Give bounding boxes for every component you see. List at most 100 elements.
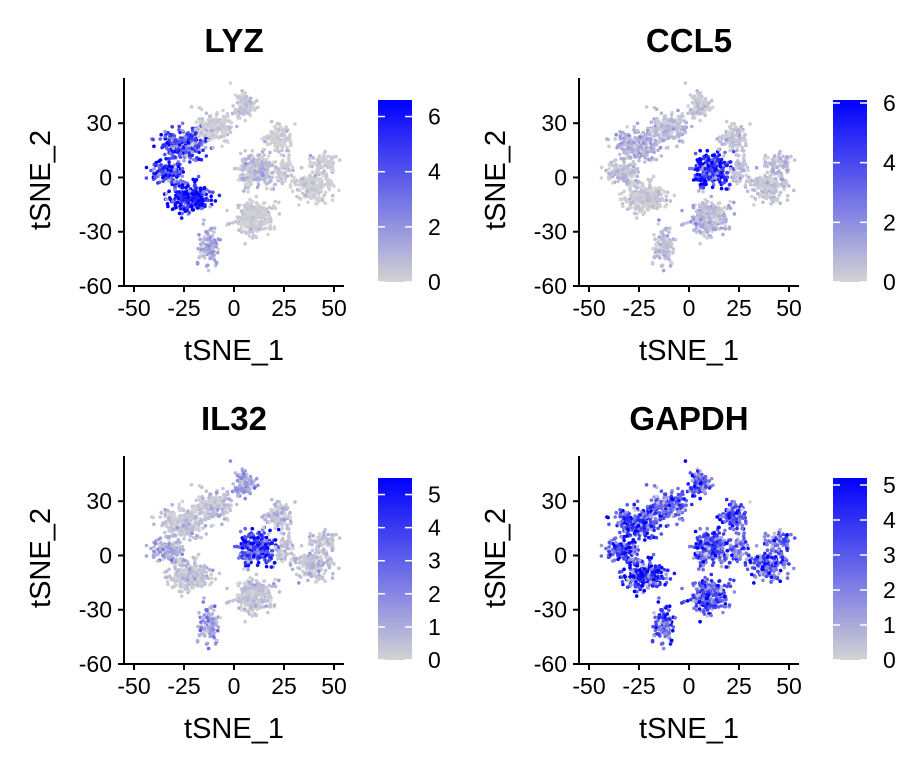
- cell-point: [613, 137, 617, 141]
- cell-point: [152, 523, 156, 527]
- cell-point: [196, 195, 200, 199]
- cell-point: [270, 120, 274, 124]
- x-tick-label: 25: [271, 295, 297, 321]
- y-tick-label: 30: [86, 110, 112, 136]
- cell-point: [238, 107, 242, 111]
- cell-point: [630, 145, 634, 149]
- cell-point: [255, 161, 259, 165]
- cell-point: [337, 189, 341, 193]
- cell-point: [189, 134, 193, 138]
- cell-point: [705, 161, 709, 165]
- cell-point: [212, 230, 216, 234]
- cell-point: [699, 179, 703, 183]
- cell-point: [664, 126, 668, 130]
- cell-point: [162, 166, 166, 170]
- cell-point: [704, 107, 708, 111]
- cell-point: [167, 516, 171, 520]
- cell-point: [156, 559, 160, 563]
- cell-point: [695, 111, 699, 115]
- cell-point: [260, 515, 264, 519]
- cell-point: [196, 247, 200, 251]
- cell-point: [614, 133, 618, 137]
- cell-point: [633, 212, 637, 216]
- cell-point: [778, 157, 782, 161]
- cell-point: [321, 165, 325, 169]
- cell-point: [162, 544, 166, 548]
- cell-point: [650, 178, 654, 182]
- cell-point: [177, 574, 181, 578]
- cell-point: [670, 123, 674, 127]
- cell-point: [235, 503, 239, 507]
- cell-point: [200, 585, 204, 589]
- cell-point: [600, 176, 604, 180]
- cell-point: [159, 133, 163, 137]
- cell-point: [784, 161, 788, 165]
- cell-point: [650, 156, 654, 160]
- cell-point: [306, 201, 310, 205]
- cell-point: [216, 497, 220, 501]
- cell-point: [242, 189, 246, 193]
- cell-point: [636, 122, 640, 126]
- cell-point: [315, 197, 319, 201]
- cell-point: [667, 253, 671, 257]
- cell-point: [643, 211, 647, 215]
- cell-point: [166, 580, 170, 584]
- cell-point: [694, 152, 698, 156]
- cell-point: [236, 112, 240, 116]
- cell-point: [260, 156, 264, 160]
- cell-point: [268, 217, 272, 221]
- cell-point: [316, 158, 320, 162]
- cell-point: [657, 190, 661, 194]
- cell-point: [191, 556, 195, 560]
- cell-point: [234, 220, 238, 224]
- cell-point: [171, 528, 175, 532]
- cell-point: [204, 129, 208, 133]
- cell-point: [780, 174, 784, 178]
- cell-point: [275, 175, 279, 179]
- cell-point: [244, 162, 248, 166]
- cell-point: [268, 206, 272, 210]
- cell-point: [206, 577, 210, 581]
- cell-point: [179, 585, 183, 589]
- cell-point: [209, 126, 213, 130]
- cell-point: [718, 201, 722, 205]
- cell-point: [611, 181, 615, 185]
- cell-point: [785, 169, 789, 173]
- cell-point: [642, 147, 646, 151]
- cell-point: [604, 169, 608, 173]
- cell-point: [221, 510, 225, 514]
- cell-point: [639, 186, 643, 190]
- cell-point: [195, 178, 199, 182]
- cell-point: [618, 130, 622, 134]
- cell-point: [240, 489, 244, 493]
- cell-point: [649, 202, 653, 206]
- cell-point: [706, 164, 710, 168]
- cell-point: [289, 141, 293, 145]
- cell-point: [699, 104, 703, 108]
- cell-point: [715, 220, 719, 224]
- cell-point: [243, 497, 247, 501]
- cell-point: [322, 170, 326, 174]
- cell-point: [244, 557, 248, 561]
- cell-point: [183, 568, 187, 572]
- cell-point: [330, 164, 334, 168]
- cell-point: [209, 194, 213, 198]
- cell-point: [773, 155, 777, 159]
- cell-point: [181, 576, 185, 580]
- cell-point: [256, 551, 260, 555]
- cell-point: [697, 189, 701, 193]
- cell-point: [199, 128, 203, 132]
- x-tick-label: -25: [167, 295, 200, 321]
- cell-point: [261, 550, 265, 554]
- cell-point: [167, 557, 171, 561]
- cell-point: [178, 532, 182, 536]
- cell-point: [319, 184, 323, 188]
- cell-point: [161, 558, 165, 562]
- cell-point: [640, 206, 644, 210]
- cell-point: [265, 553, 269, 557]
- cell-point: [696, 211, 700, 215]
- cell-point: [635, 174, 639, 178]
- cell-point: [622, 138, 626, 142]
- cell-point: [185, 532, 189, 536]
